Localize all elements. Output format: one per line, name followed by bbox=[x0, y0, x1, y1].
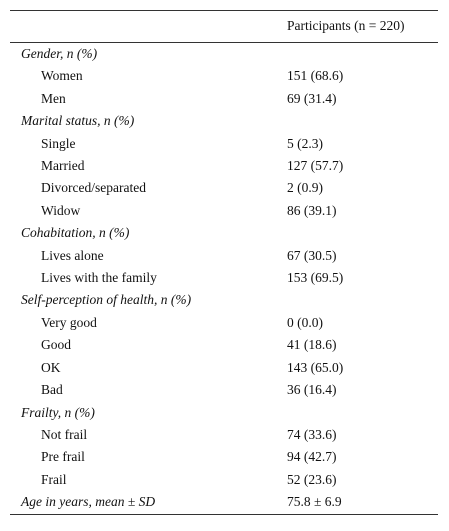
header-cell: Participants (n = 220) bbox=[277, 10, 438, 43]
data-row: Frail 52 (23.6) bbox=[10, 469, 438, 491]
row-label: Single bbox=[41, 135, 76, 151]
row-label: Divorced/separated bbox=[41, 180, 146, 196]
section-row: Marital status, n (%) bbox=[10, 110, 438, 132]
row-value: 36 (16.4) bbox=[287, 382, 337, 398]
table: Participants (n = 220) Gender, n (%) Wome… bbox=[10, 10, 438, 515]
data-row: Married 127 (57.7) bbox=[10, 155, 438, 177]
section-empty bbox=[277, 402, 438, 424]
data-row: Pre frail 94 (42.7) bbox=[10, 446, 438, 468]
section-title: Cohabitation, n (%) bbox=[21, 225, 130, 241]
row-value: 151 (68.6) bbox=[287, 68, 344, 84]
section-row: Self-perception of health, n (%) bbox=[10, 289, 438, 311]
data-row: Very good 0 (0.0) bbox=[10, 312, 438, 334]
row-value: 0 (0.0) bbox=[287, 314, 323, 330]
section-title: Marital status, n (%) bbox=[21, 113, 135, 129]
data-row: Bad 36 (16.4) bbox=[10, 379, 438, 401]
row-value: 153 (69.5) bbox=[287, 270, 344, 286]
row-label: Widow bbox=[41, 202, 81, 218]
row-label: Not frail bbox=[41, 426, 88, 442]
data-row: Not frail 74 (33.6) bbox=[10, 424, 438, 446]
row-label: Very good bbox=[41, 314, 97, 330]
data-row: Men 69 (31.4) bbox=[10, 88, 438, 110]
row-label: Age in years, mean ± SD bbox=[21, 494, 156, 510]
section-empty bbox=[277, 222, 438, 244]
data-row: Lives with the family 153 (69.5) bbox=[10, 267, 438, 289]
row-label: Bad bbox=[41, 382, 63, 398]
row-value: 74 (33.6) bbox=[287, 426, 337, 442]
row-value: 41 (18.6) bbox=[287, 337, 337, 353]
section-empty bbox=[277, 110, 438, 132]
section-row: Gender, n (%) bbox=[10, 43, 438, 66]
data-row: Women 151 (68.6) bbox=[10, 65, 438, 87]
row-label: Lives with the family bbox=[41, 270, 157, 286]
row-value: 67 (30.5) bbox=[287, 247, 337, 263]
row-label: Men bbox=[41, 90, 66, 106]
data-row: Lives alone 67 (30.5) bbox=[10, 245, 438, 267]
final-row: Age in years, mean ± SD 75.8 ± 6.9 bbox=[10, 491, 438, 514]
section-empty bbox=[277, 43, 438, 66]
header-empty bbox=[10, 10, 277, 43]
row-label: Good bbox=[41, 337, 71, 353]
row-value: 86 (39.1) bbox=[287, 202, 337, 218]
row-label: OK bbox=[41, 359, 61, 375]
section-title: Gender, n (%) bbox=[21, 46, 98, 61]
row-value: 75.8 ± 6.9 bbox=[287, 494, 342, 510]
section-title: Frailty, n (%) bbox=[21, 404, 95, 420]
table-container: Participants (n = 220) Gender, n (%) Wome… bbox=[10, 10, 438, 515]
row-value: 52 (23.6) bbox=[287, 471, 337, 487]
row-label: Women bbox=[41, 68, 83, 84]
data-row: Single 5 (2.3) bbox=[10, 133, 438, 155]
row-value: 127 (57.7) bbox=[287, 158, 344, 174]
data-row: Widow 86 (39.1) bbox=[10, 200, 438, 222]
row-label: Lives alone bbox=[41, 247, 104, 263]
row-label: Pre frail bbox=[41, 449, 85, 465]
section-title: Self-perception of health, n (%) bbox=[21, 292, 192, 308]
table-body: Gender, n (%) Women 151 (68.6) Men 69 (31.4)… bbox=[10, 43, 438, 515]
section-empty bbox=[277, 289, 438, 311]
row-label: Frail bbox=[41, 471, 67, 487]
data-row: Good 41 (18.6) bbox=[10, 334, 438, 356]
row-value: 69 (31.4) bbox=[287, 90, 337, 106]
row-label: Married bbox=[41, 158, 85, 174]
row-value: 94 (42.7) bbox=[287, 449, 337, 465]
data-row: OK 143 (65.0) bbox=[10, 357, 438, 379]
row-value: 2 (0.9) bbox=[287, 180, 323, 196]
row-value: 143 (65.0) bbox=[287, 359, 344, 375]
header-row: Participants (n = 220) bbox=[10, 10, 438, 43]
row-value: 5 (2.3) bbox=[287, 135, 323, 151]
section-row: Cohabitation, n (%) bbox=[10, 222, 438, 244]
section-row: Frailty, n (%) bbox=[10, 402, 438, 424]
data-row: Divorced/separated 2 (0.9) bbox=[10, 177, 438, 199]
table-head: Participants (n = 220) bbox=[10, 10, 438, 43]
